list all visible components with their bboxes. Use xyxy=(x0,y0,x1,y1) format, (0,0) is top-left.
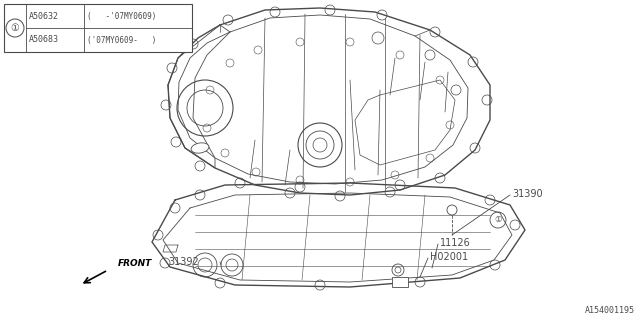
Bar xyxy=(4,4,192,52)
Text: 11126: 11126 xyxy=(440,238,471,248)
Text: A50683: A50683 xyxy=(29,36,59,44)
Text: ①: ① xyxy=(494,215,502,225)
Text: (   -'07MY0609): ( -'07MY0609) xyxy=(87,12,156,21)
Text: FRONT: FRONT xyxy=(118,259,152,268)
Text: 31392: 31392 xyxy=(168,257,199,267)
Text: ①: ① xyxy=(11,23,19,33)
Text: H02001: H02001 xyxy=(430,252,468,262)
Text: 31390: 31390 xyxy=(512,189,543,199)
Ellipse shape xyxy=(191,143,209,153)
Text: ('07MY0609-   ): ('07MY0609- ) xyxy=(87,36,156,44)
Text: A50632: A50632 xyxy=(29,12,59,21)
Text: A154001195: A154001195 xyxy=(585,306,635,315)
Bar xyxy=(392,277,408,287)
